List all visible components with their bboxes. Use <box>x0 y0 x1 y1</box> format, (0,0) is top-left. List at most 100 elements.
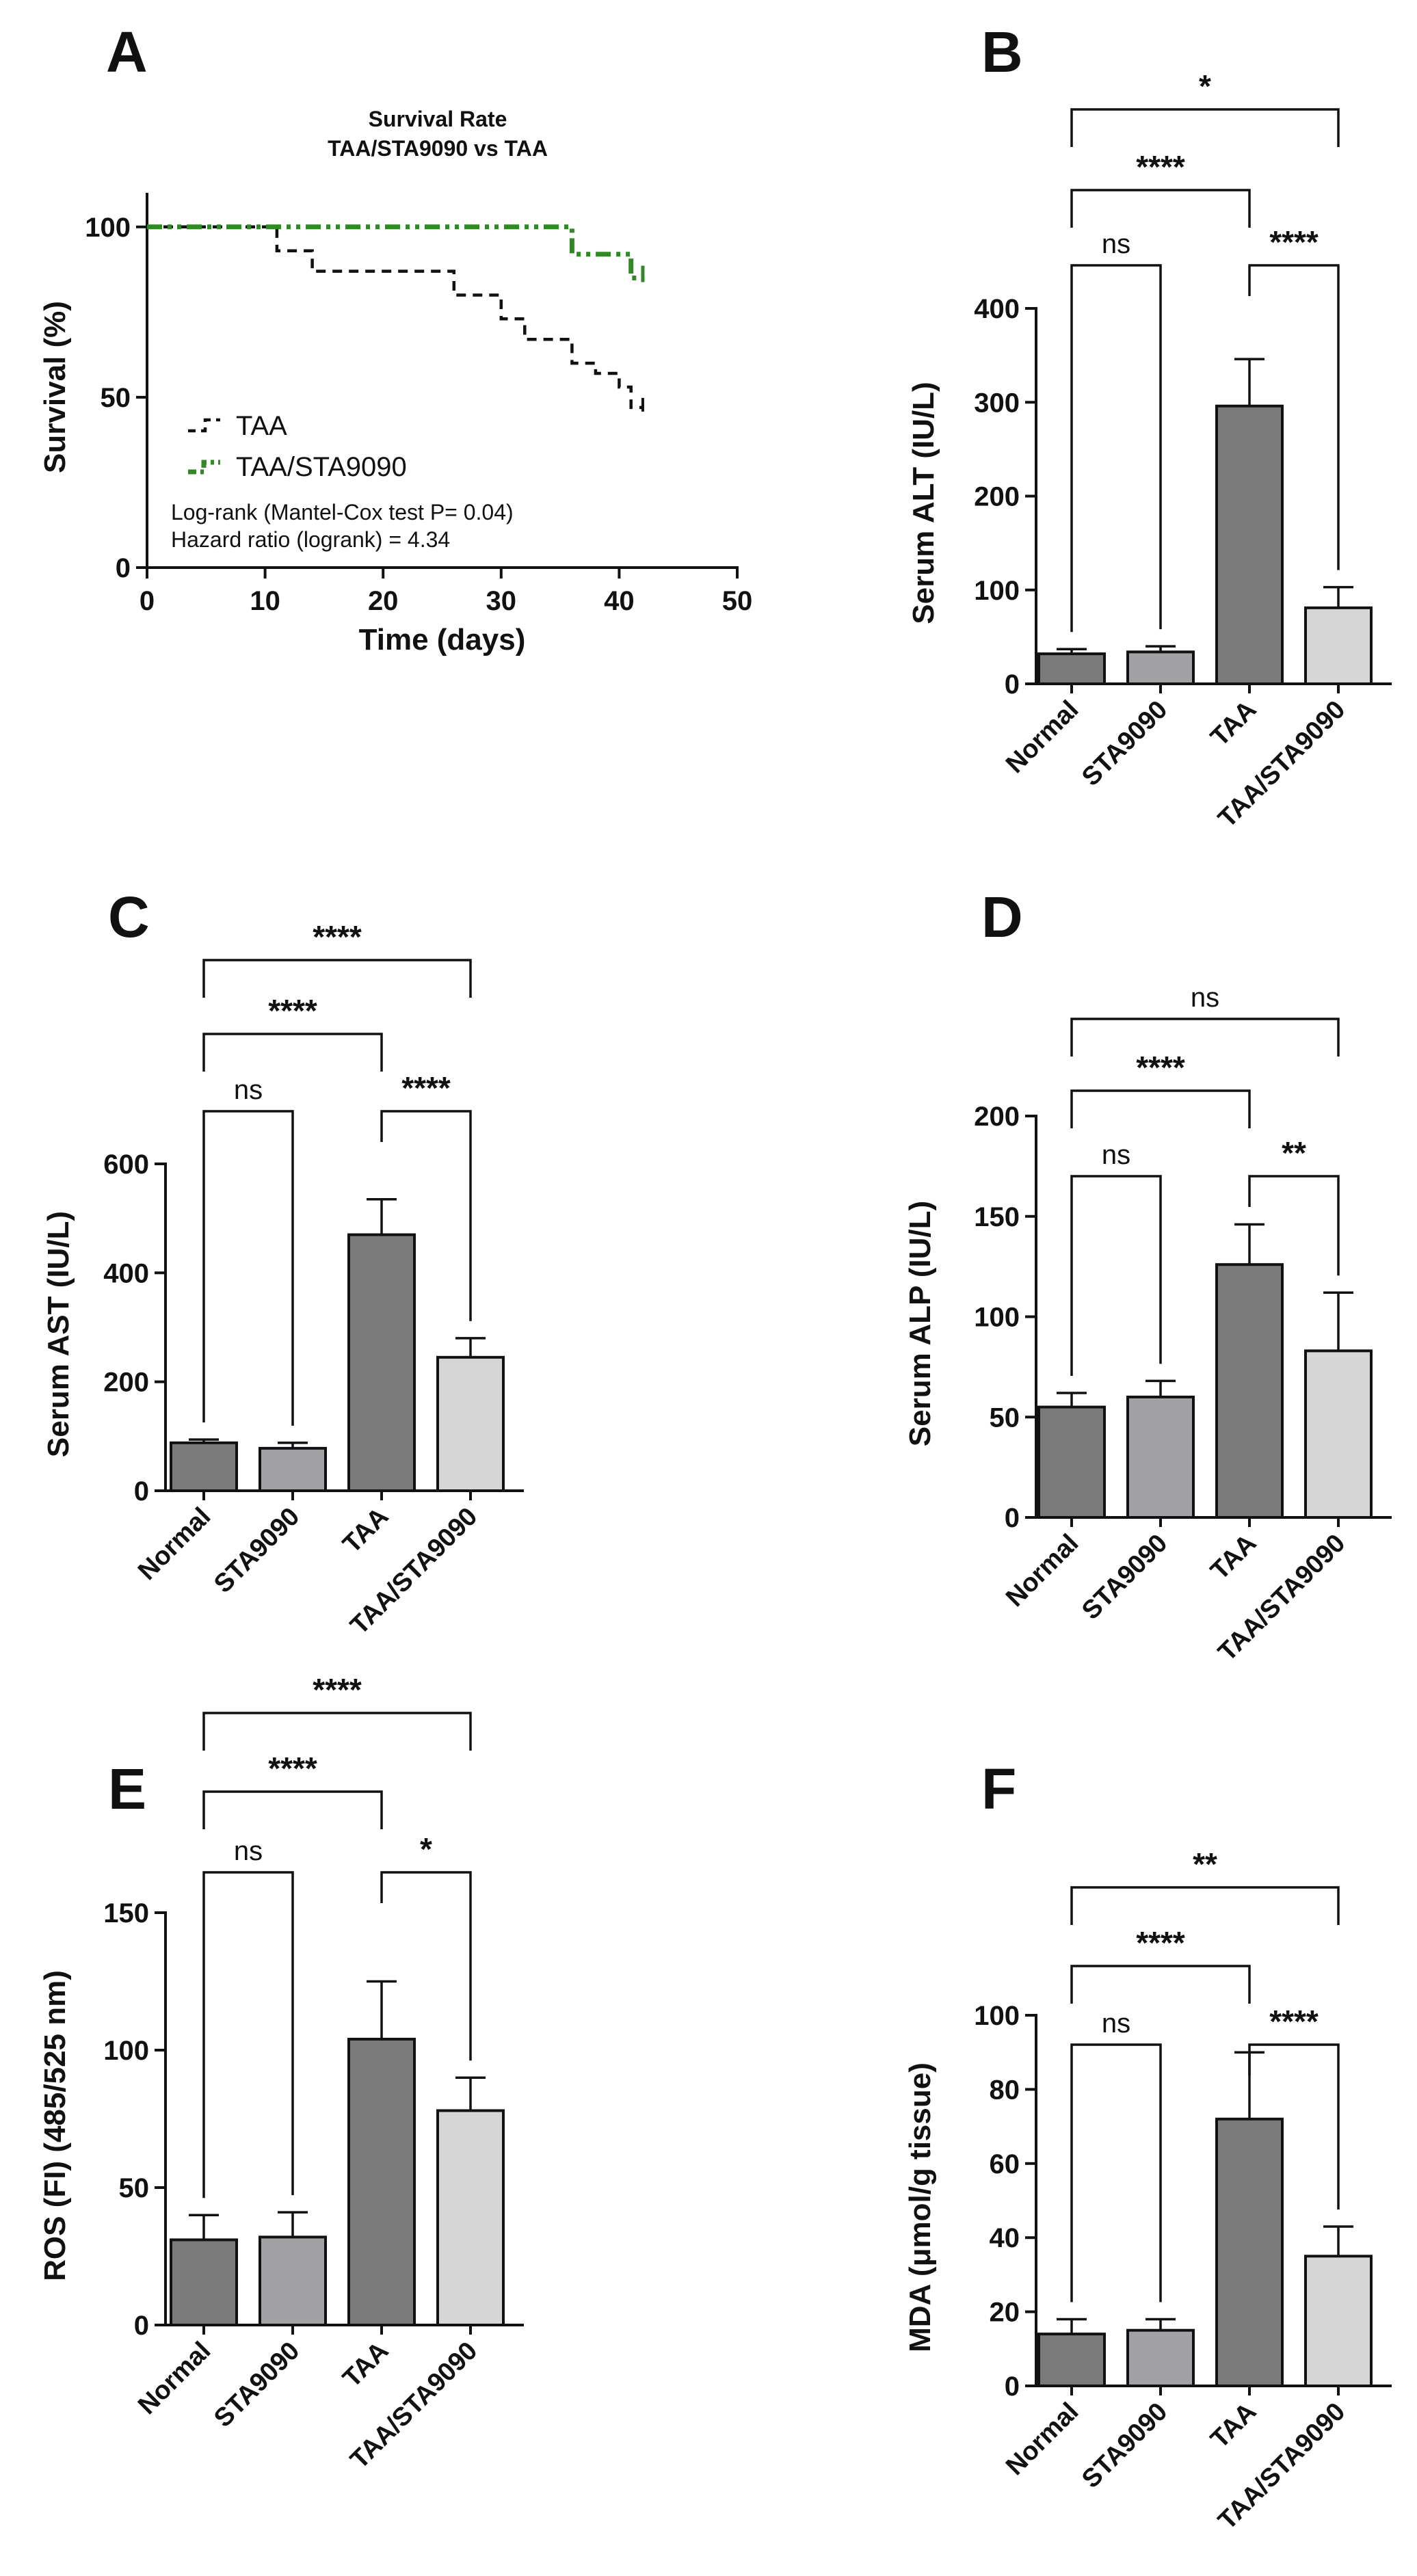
significance-label: **** <box>313 1672 362 1708</box>
bar-taa <box>1215 1263 1284 1519</box>
significance-bracket <box>1070 1175 1162 1377</box>
annotation-hazard-ratio: Hazard ratio (logrank) = 4.34 <box>171 527 450 552</box>
significance-bracket <box>1070 1886 1340 1925</box>
legend-swatch-taa-sta9090 <box>188 460 220 475</box>
bar-taa-sta9090 <box>436 2109 505 2326</box>
y-tick-label: 100 <box>974 1303 1020 1333</box>
y-tick-label: 60 <box>990 2149 1020 2179</box>
x-tick-label: 10 <box>250 586 280 616</box>
significance-label: ns <box>1102 2008 1130 2039</box>
bar-taa-sta9090 <box>1304 2255 1373 2388</box>
y-tick-label: 0 <box>134 1476 149 1506</box>
y-tick-label: 50 <box>119 2173 150 2203</box>
y-tick-label: 200 <box>103 1368 149 1398</box>
significance-label: **** <box>268 993 317 1028</box>
panel-letter-d: D <box>981 885 1023 949</box>
significance-label: ns <box>234 1075 263 1105</box>
panel-letter-f: F <box>981 1757 1016 1821</box>
chart-subtitle: TAA/STA9090 vs TAA <box>328 136 548 161</box>
panel-letter-a: A <box>106 20 148 84</box>
significance-bracket <box>1070 2043 1162 2302</box>
significance-bracket <box>1070 1965 1251 2004</box>
bar-normal <box>170 2238 238 2326</box>
bar-sta9090 <box>1126 650 1195 686</box>
bar-normal <box>1037 652 1106 686</box>
significance-bracket <box>202 1033 383 1072</box>
significance-label: **** <box>1269 2004 1319 2039</box>
y-tick-label: 0 <box>1005 2372 1020 2402</box>
y-axis-title: Survival (%) <box>38 301 72 473</box>
bar-sta9090 <box>259 1446 327 1493</box>
significance-bracket <box>202 959 472 998</box>
y-tick-label: 100 <box>85 213 131 243</box>
y-tick-label: 200 <box>974 482 1020 512</box>
significance-bracket <box>202 1790 383 1829</box>
y-tick-label: 80 <box>990 2075 1020 2105</box>
annotation-logrank: Log-rank (Mantel-Cox test P= 0.04) <box>171 500 514 525</box>
series-taa-line <box>147 225 643 410</box>
series-taa-sta9090-line <box>147 224 643 280</box>
significance-bracket <box>1070 189 1251 228</box>
y-tick-label: 150 <box>103 1898 149 1928</box>
chart-title: Survival Rate <box>369 107 507 131</box>
panel-letter-b: B <box>981 20 1023 84</box>
bar-normal <box>1037 1405 1106 1519</box>
significance-bracket <box>1248 1175 1340 1276</box>
y-tick-label: 40 <box>990 2223 1020 2253</box>
x-tick-label: 0 <box>140 586 155 616</box>
y-tick-label: 0 <box>134 2311 149 2341</box>
x-axis-title: Time (days) <box>359 623 526 656</box>
bar-taa <box>1215 2117 1284 2387</box>
significance-bracket <box>1248 264 1340 570</box>
significance-bracket <box>1070 264 1162 633</box>
bar-taa-sta9090 <box>1304 1349 1373 1519</box>
significance-bracket <box>202 1110 294 1426</box>
significance-label: * <box>1199 68 1211 104</box>
panel-letter-e: E <box>108 1757 146 1821</box>
significance-label: **** <box>1136 1050 1185 1085</box>
y-tick-label: 150 <box>974 1202 1020 1232</box>
bar-sta9090 <box>1126 2328 1195 2387</box>
y-tick-label: 400 <box>103 1258 149 1288</box>
significance-label: **** <box>313 919 362 955</box>
y-tick-label: 300 <box>974 388 1020 418</box>
bar-taa-sta9090 <box>1304 606 1373 686</box>
y-tick-label: 600 <box>103 1150 149 1180</box>
y-tick-label: 0 <box>116 553 131 583</box>
bar-normal <box>1037 2333 1106 2388</box>
legend-label-taa-sta9090: TAA/STA9090 <box>236 452 407 482</box>
y-axis-title: Serum AST (IU/L) <box>42 1211 75 1457</box>
bar-sta9090 <box>1126 1395 1195 1519</box>
bar-taa <box>347 2037 416 2326</box>
significance-label: **** <box>401 1070 451 1106</box>
y-tick-label: 20 <box>990 2298 1020 2328</box>
significance-label: ns <box>234 1836 263 1866</box>
panel-a-survival-chart: A Survival Rate TAA/STA9090 vs TAA 0 50 100 0 1… <box>38 20 752 656</box>
y-tick-label: 0 <box>1005 669 1020 700</box>
y-axis-title: Serum ALT (IU/L) <box>907 382 940 624</box>
significance-label: **** <box>268 1751 317 1786</box>
bar-sta9090 <box>259 2235 327 2327</box>
x-tick-label: 30 <box>486 586 517 616</box>
significance-bracket <box>1070 1018 1340 1057</box>
significance-bracket <box>380 1110 472 1321</box>
significance-label: **** <box>1136 1925 1185 1961</box>
legend-label-taa: TAA <box>236 411 287 441</box>
y-tick-label: 200 <box>974 1102 1020 1132</box>
y-tick-label: 100 <box>103 2036 149 2066</box>
significance-label: ** <box>1282 1135 1306 1171</box>
panel-letter-c: C <box>108 885 150 949</box>
x-tick-label: 20 <box>368 586 399 616</box>
significance-bracket <box>380 1871 472 2061</box>
y-tick-label: 0 <box>1005 1503 1020 1533</box>
significance-label: ns <box>1191 983 1219 1013</box>
bar-normal <box>170 1441 238 1492</box>
y-tick-label: 50 <box>101 383 131 413</box>
significance-label: **** <box>1269 224 1319 260</box>
x-tick-label: 50 <box>722 586 753 616</box>
y-axis-title: ROS (FI) (485/525 nm) <box>38 1970 72 2281</box>
y-tick-label: 400 <box>974 294 1020 324</box>
significance-bracket <box>1070 108 1340 147</box>
